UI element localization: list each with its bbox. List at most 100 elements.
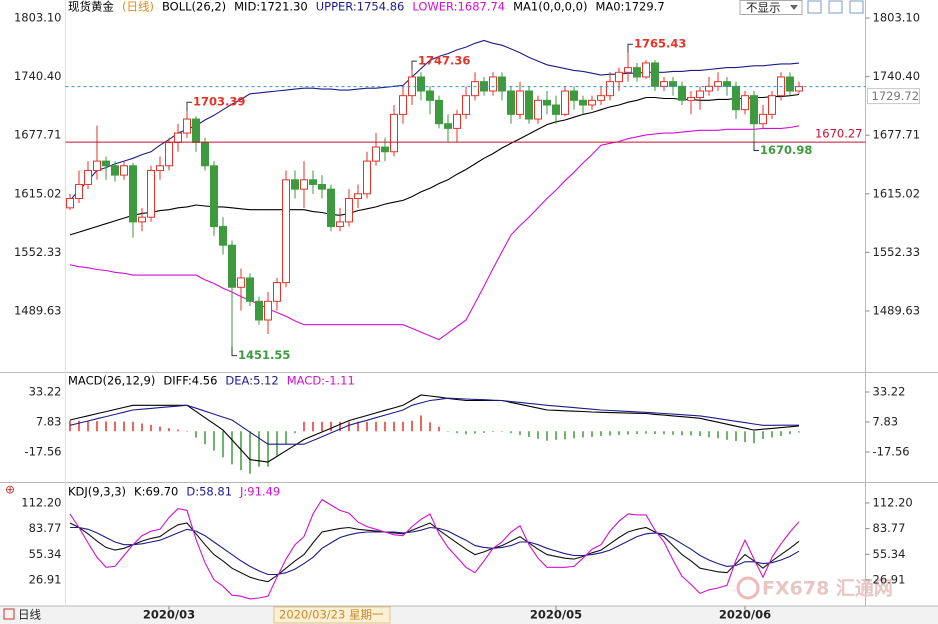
support-label: 1670.27: [815, 127, 863, 141]
macd-bar: [771, 431, 773, 438]
legend-item: UPPER:1754.86: [316, 0, 405, 14]
zoom-out-button[interactable]: [828, 0, 843, 14]
macd-bar: [663, 431, 665, 435]
candle-body: [579, 99, 587, 106]
macd-bar: [249, 431, 251, 474]
macd-bar: [609, 431, 611, 436]
candle-body: [732, 85, 740, 111]
x-tick-label: 2020/06: [719, 608, 771, 622]
macd-bar: [762, 431, 764, 440]
kdj-settings-icon[interactable]: ⊕: [5, 483, 15, 497]
candle-body: [633, 67, 641, 78]
period-label: 日线: [18, 608, 41, 622]
candle-body: [336, 221, 344, 228]
macd-bar: [384, 421, 386, 432]
legend-item: LOWER:1687.74: [412, 0, 505, 14]
candle-body: [768, 95, 776, 115]
macd-bar: [339, 421, 341, 432]
settings-button[interactable]: [849, 0, 864, 14]
candle-body: [696, 90, 704, 99]
macd-bar: [150, 424, 152, 432]
candle-body: [282, 179, 290, 284]
macd-bar: [168, 428, 170, 432]
y-tick-label-left: 1677.71: [14, 128, 62, 142]
macd-bar: [204, 431, 206, 445]
y-tick-label-left: 1489.63: [14, 303, 62, 317]
macd-bar: [582, 431, 584, 438]
candle-body: [183, 118, 191, 134]
candle-body: [147, 169, 155, 218]
macd-bar: [627, 431, 629, 435]
legend-item: K:69.70: [134, 485, 178, 499]
legend-item: D:58.81: [186, 485, 232, 499]
zoom-in-button[interactable]: [807, 0, 822, 14]
dropdown-caret[interactable]: [790, 5, 798, 10]
macd-bar: [591, 431, 593, 437]
period-icon: [3, 608, 15, 620]
y-tick-label-right: 33.22: [873, 385, 906, 399]
x-tick-label: 2020/03: [143, 608, 195, 622]
candle-body: [426, 90, 434, 101]
macd-bar: [537, 431, 539, 439]
candle-body: [723, 81, 731, 87]
candle-body: [750, 95, 758, 125]
candle-body: [156, 165, 164, 171]
candle-body: [318, 183, 326, 190]
candle-body: [588, 99, 596, 106]
annotation-leader: [231, 346, 237, 357]
macd-bar: [780, 431, 782, 436]
display-dropdown[interactable]: [739, 0, 803, 15]
macd-bar: [231, 431, 233, 465]
macd-bar: [681, 431, 683, 436]
candle-body: [453, 113, 461, 129]
macd-bar: [105, 421, 107, 432]
candle-body: [246, 277, 254, 302]
candle-body: [84, 169, 92, 185]
candle-body: [624, 67, 632, 73]
y-tick-label-left: 83.77: [29, 521, 62, 535]
kdj-line: [70, 526, 800, 576]
candle-body: [219, 226, 227, 246]
macd-bar: [285, 431, 287, 445]
candle-body: [255, 300, 263, 321]
y-tick-label-right: 112.20: [873, 495, 913, 509]
macd-bar: [573, 431, 575, 439]
boll-line: [69, 125, 800, 341]
macd-bar: [141, 423, 143, 432]
candle-body: [444, 123, 452, 129]
boll-line: [69, 93, 800, 236]
x-tick-label: 2020/05: [530, 608, 582, 622]
candle-body: [786, 76, 794, 92]
candle-body: [561, 90, 569, 115]
candle-body: [606, 81, 614, 97]
candle-body: [714, 81, 722, 87]
cursor-date: 2020/03/23 星期一: [279, 608, 384, 622]
macd-bar: [267, 431, 269, 467]
y-tick-label-right: 1615.02: [873, 186, 921, 200]
macd-bar: [636, 431, 638, 435]
macd-bar: [312, 421, 314, 432]
macd-bar: [798, 431, 800, 433]
macd-bar: [78, 420, 80, 432]
legend-item: KDJ(9,3,3): [68, 485, 126, 499]
candle-body: [93, 160, 101, 171]
chart-title: 现货黄金: [68, 0, 114, 14]
macd-bar: [195, 431, 197, 438]
macd-bar: [510, 431, 512, 434]
macd-bar: [618, 431, 620, 436]
candle-body: [381, 146, 389, 153]
y-tick-label-left: 55.34: [29, 547, 62, 561]
candle-body: [201, 141, 209, 167]
legend-item: DEA:5.12: [225, 374, 278, 388]
candle-body: [759, 113, 767, 125]
chart-period: (日线): [122, 0, 154, 14]
legend-item: MA1(0,0,0,0): [513, 0, 587, 14]
macd-bar: [465, 431, 467, 435]
macd-bar: [429, 422, 431, 432]
macd-bar: [276, 431, 278, 456]
display-dropdown-label[interactable]: 不显示: [746, 1, 781, 15]
macd-line: [69, 394, 800, 463]
annotation-leader: [753, 141, 759, 151]
macd-bar: [564, 431, 566, 440]
macd-bar: [330, 421, 332, 432]
